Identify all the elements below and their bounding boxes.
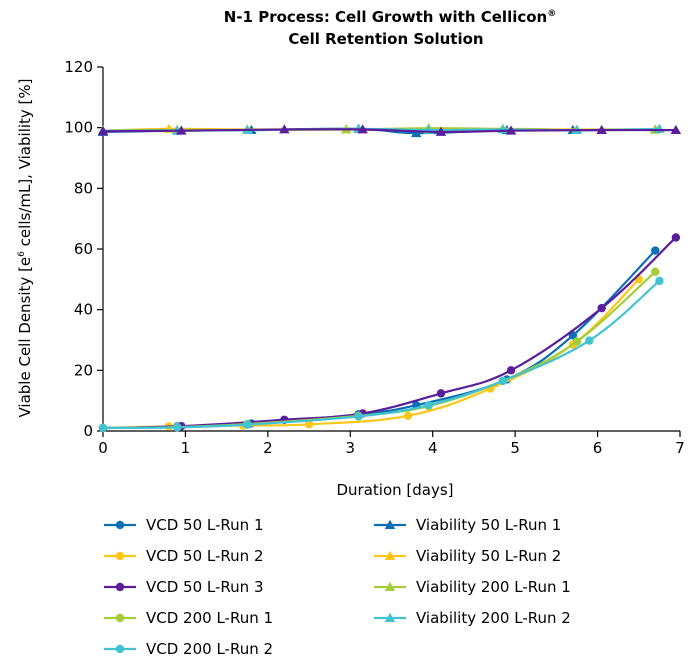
- legend-item: VCD 50 L-Run 3: [104, 578, 264, 596]
- x-tick-label: 3: [346, 439, 356, 457]
- y-tick-label: 20: [74, 361, 93, 379]
- chart-title-text: N-1 Process: Cell Growth with Cellicon: [224, 8, 547, 26]
- legend-item: VCD 200 L-Run 1: [104, 609, 273, 627]
- legend-swatch-marker: [384, 550, 396, 560]
- legend-label: VCD 50 L-Run 2: [146, 547, 264, 565]
- series-line: [102, 128, 676, 134]
- legend-item: Viability 50 L-Run 2: [374, 547, 561, 565]
- series-line: [102, 280, 661, 430]
- data-point: [506, 366, 516, 375]
- series-9: [97, 124, 682, 136]
- legend-label: Viability 200 L-Run 1: [416, 578, 571, 596]
- data-point: [304, 420, 314, 429]
- axes: 0 1 2 3 4 5 6 7 0 20 40 60 80 100 120: [64, 58, 684, 457]
- legend-swatch-marker: [115, 520, 125, 530]
- series-4: [98, 276, 664, 433]
- data-point: [403, 411, 413, 421]
- data-point: [505, 125, 517, 135]
- legend-swatch-marker: [115, 582, 125, 592]
- data-point: [655, 276, 664, 286]
- chart-title-line2: Cell Retention Solution: [288, 30, 483, 48]
- x-tick-label: 0: [98, 439, 108, 457]
- legend: VCD 50 L-Run 1 VCD 50 L-Run 2 VCD 50 L-Run…: [104, 516, 571, 658]
- legend-label: Viability 200 L-Run 2: [416, 609, 571, 627]
- legend-swatch-marker: [384, 612, 396, 622]
- x-tick-label: 6: [593, 439, 603, 457]
- data-point: [97, 126, 109, 136]
- legend-swatch-marker: [115, 613, 125, 623]
- data-point: [596, 124, 607, 135]
- data-point: [172, 423, 182, 432]
- data-point: [572, 337, 582, 346]
- legend-label: Viability 50 L-Run 2: [416, 547, 561, 565]
- legend-item: Viability 200 L-Run 1: [374, 578, 571, 596]
- data-point: [670, 124, 682, 135]
- registered-mark: ®: [547, 9, 556, 19]
- data-point: [357, 124, 368, 134]
- y-axis-label: Viable Cell Density [e6 cells/mL], Viabi…: [16, 78, 34, 417]
- data-point: [279, 124, 290, 134]
- data-point: [243, 420, 252, 429]
- data-point: [436, 389, 446, 398]
- legend-label: VCD 200 L-Run 2: [146, 640, 273, 658]
- y-tick-label: 40: [74, 301, 93, 319]
- data-point: [424, 401, 433, 410]
- data-point: [671, 233, 681, 242]
- legend-item: VCD 200 L-Run 2: [104, 640, 273, 658]
- y-tick-label: 80: [74, 179, 93, 197]
- legend-item: Viability 200 L-Run 2: [374, 609, 571, 627]
- data-point: [176, 125, 187, 135]
- x-tick-label: 1: [181, 439, 191, 457]
- x-tick-label: 5: [510, 439, 520, 457]
- data-point: [651, 267, 660, 276]
- x-tick-label: 2: [263, 439, 273, 457]
- legend-label: VCD 50 L-Run 3: [146, 578, 264, 596]
- x-tick-label: 4: [428, 439, 438, 457]
- data-point: [597, 303, 606, 313]
- series-2: [98, 233, 681, 433]
- legend-swatch-marker: [115, 551, 125, 561]
- data-point: [354, 412, 363, 421]
- data-point: [98, 423, 108, 433]
- series-1: [98, 275, 643, 433]
- x-tick-label: 7: [675, 439, 685, 457]
- legend-label: VCD 200 L-Run 1: [146, 609, 273, 627]
- y-tick-label: 100: [64, 119, 93, 137]
- legend-label: VCD 50 L-Run 1: [146, 516, 264, 534]
- y-tick-label: 120: [64, 58, 93, 76]
- chart-title-line1: N-1 Process: Cell Growth with Cellicon®: [224, 8, 556, 26]
- legend-item: VCD 50 L-Run 1: [104, 516, 264, 534]
- legend-item: Viability 50 L-Run 1: [374, 516, 561, 534]
- data-point: [651, 246, 660, 255]
- y-tick-label: 0: [83, 422, 93, 440]
- y-tick-label: 60: [74, 240, 93, 258]
- legend-swatch-marker: [384, 519, 396, 529]
- legend-label: Viability 50 L-Run 1: [416, 516, 561, 534]
- legend-item: VCD 50 L-Run 2: [104, 547, 264, 565]
- data-point: [410, 127, 422, 138]
- x-axis-label: Duration [days]: [336, 481, 453, 499]
- series-layer: [97, 123, 682, 433]
- legend-swatch-marker: [384, 581, 396, 591]
- data-point: [585, 336, 594, 345]
- data-point: [498, 376, 507, 386]
- data-point: [435, 126, 447, 136]
- legend-swatch-marker: [115, 644, 125, 654]
